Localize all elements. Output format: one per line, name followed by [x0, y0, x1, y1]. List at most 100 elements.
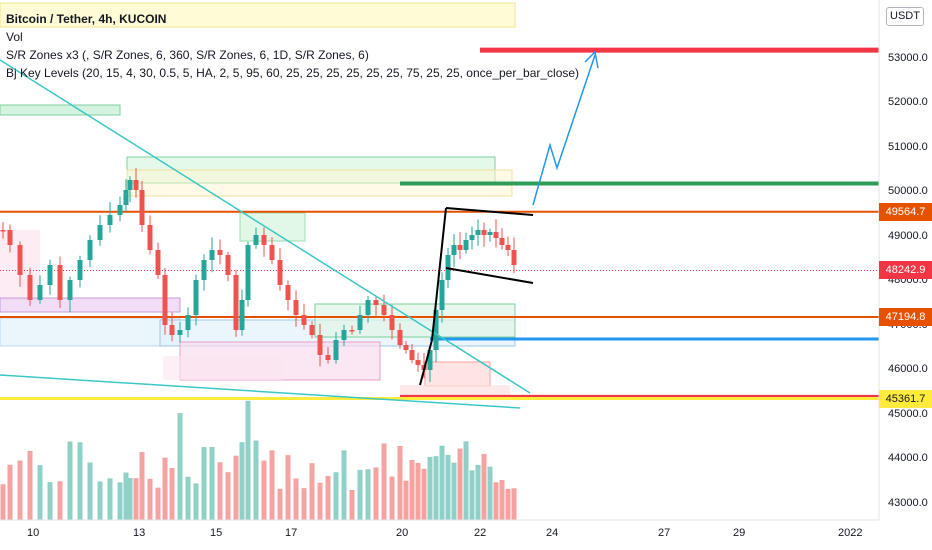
candle-body — [123, 190, 129, 205]
price-tick: 43000.0 — [888, 496, 928, 509]
volume-bar — [451, 462, 457, 520]
candle-body — [127, 180, 133, 190]
candle-body — [261, 235, 267, 245]
candle-body — [493, 232, 499, 238]
volume-bar — [397, 445, 403, 520]
volume-bar — [87, 462, 93, 520]
time-tick: 29 — [733, 527, 746, 539]
price-tick: 53000.0 — [888, 52, 928, 64]
sr-zone — [0, 104, 121, 116]
arrow-head — [584, 50, 599, 69]
flagpole — [419, 207, 447, 386]
candle-body — [349, 330, 355, 332]
volume-bar — [193, 483, 199, 520]
sr-zone — [163, 356, 283, 380]
sr-zone — [0, 297, 181, 313]
sr-zone — [400, 385, 510, 395]
time-tick: 20 — [396, 527, 409, 539]
volume-legend[interactable]: Vol — [6, 30, 23, 44]
candle-body — [499, 238, 505, 245]
candle-body — [439, 280, 445, 310]
price-tick: 50000.0 — [888, 185, 928, 198]
volume-bar — [225, 472, 231, 520]
volume-bar — [47, 482, 53, 520]
candle-body — [169, 325, 175, 335]
volume-bar — [389, 476, 395, 520]
volume-bar — [439, 445, 445, 520]
candle-body — [389, 315, 395, 330]
candle-body — [77, 260, 83, 280]
key-levels-legend[interactable]: Bj Key Levels (20, 15, 4, 30, 0.5, 5, HA… — [6, 66, 580, 80]
chart-legend: Bitcoin / Tether, 4h, KUCOIN Vol S/R Zon… — [6, 10, 579, 82]
candle-body — [239, 300, 245, 330]
volume-bar — [357, 469, 363, 520]
candle-body — [107, 215, 113, 225]
volume-bar — [107, 478, 113, 520]
volume-bar — [77, 442, 83, 520]
candle-body — [409, 350, 415, 360]
volume-bar — [37, 465, 43, 520]
candle-body — [365, 300, 371, 315]
price-level-label: 48242.9 — [879, 261, 932, 280]
volume-bar — [427, 456, 433, 520]
time-tick: 13 — [133, 527, 146, 539]
candle-body — [155, 250, 161, 275]
volume-bar — [511, 488, 517, 520]
candle-body — [209, 250, 215, 260]
volume-bar — [133, 478, 139, 520]
volume-bar — [123, 472, 129, 520]
sr-zones-legend[interactable]: S/R Zones x3 (, S/R Zones, 6, 360, S/R Z… — [6, 48, 369, 62]
volume-bar — [309, 463, 315, 520]
projection-arrow — [532, 54, 596, 206]
volume-bar — [209, 446, 215, 520]
candle-body — [403, 345, 409, 350]
sr-zones — [0, 2, 516, 395]
candle-body — [301, 315, 307, 325]
candle-body — [457, 245, 463, 250]
volume-bar — [505, 488, 511, 520]
candles — [0, 168, 517, 382]
time-tick: 17 — [285, 527, 298, 539]
sr-zone — [0, 2, 516, 28]
volume-bar — [233, 455, 239, 520]
candle-body — [325, 355, 331, 360]
candle-body — [333, 340, 339, 360]
flag-lower — [445, 267, 534, 284]
candle-body — [277, 260, 283, 285]
volume-bar — [373, 467, 379, 520]
currency-selector[interactable]: USDT — [886, 7, 924, 26]
candle-body — [269, 245, 275, 260]
candle-body — [133, 180, 139, 190]
symbol-title[interactable]: Bitcoin / Tether, 4h, KUCOIN — [6, 12, 167, 26]
drawings — [0, 50, 599, 409]
time-tick: 15 — [210, 527, 223, 539]
candle-body — [309, 325, 315, 335]
volume-bar — [162, 457, 168, 520]
price-level-label: 45361.7 — [879, 389, 932, 408]
candle-body — [27, 275, 33, 300]
time-tick: 27 — [658, 527, 671, 539]
volume-bar — [445, 454, 451, 520]
volume-bar — [97, 481, 103, 520]
candle-body — [139, 190, 145, 225]
volume-bar — [27, 450, 33, 520]
volume-bar — [415, 463, 421, 520]
volume-bar — [499, 479, 505, 520]
volume-bar — [7, 464, 13, 520]
volume-bar — [457, 448, 463, 520]
candle-body — [185, 315, 191, 330]
volume-bar — [117, 482, 123, 520]
volume-bar — [381, 443, 387, 520]
volume-bar — [217, 462, 223, 520]
volume-bar — [201, 447, 207, 520]
candle-body — [463, 240, 469, 250]
volume-bar — [277, 488, 283, 520]
volume-bar — [341, 450, 347, 520]
volume-bar — [177, 413, 183, 520]
candle-body — [285, 285, 291, 300]
volume-bar — [487, 466, 493, 520]
volume-bar — [253, 440, 259, 520]
time-tick: 2022 — [838, 527, 863, 539]
candle-body — [481, 230, 487, 235]
